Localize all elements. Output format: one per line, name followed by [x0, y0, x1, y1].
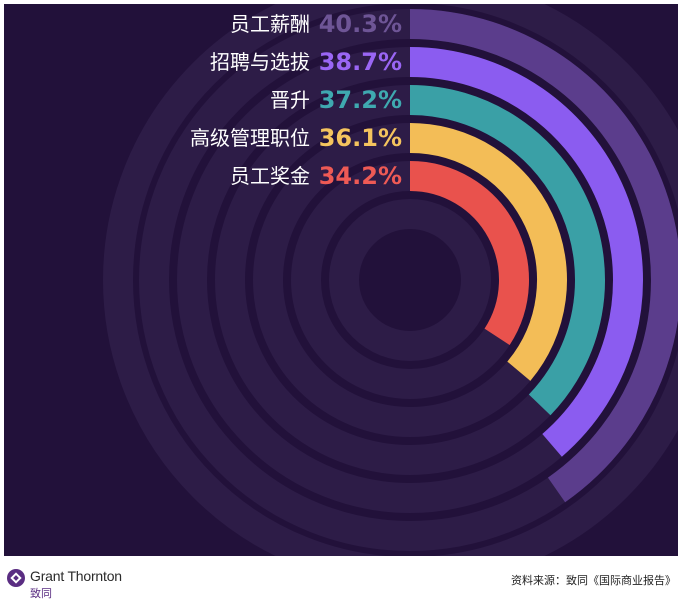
data-arcs — [409, 9, 678, 503]
value-labels: 40.3% 38.7% 37.2% 36.1% 34.2% — [319, 10, 402, 190]
value-label-4: 36.1% — [319, 124, 402, 152]
category-label-5: 员工奖金 — [230, 164, 310, 188]
logo-name: Grant Thornton — [30, 568, 122, 584]
category-label-2: 招聘与选拔 — [210, 50, 310, 74]
category-label-3: 晋升 — [270, 88, 310, 112]
arc-3 — [409, 85, 605, 416]
value-label-5: 34.2% — [319, 162, 402, 190]
logo-mark-icon — [7, 569, 25, 587]
source-note: 资料来源：致同《国际商业报告》 — [511, 574, 676, 587]
value-label-3: 37.2% — [319, 86, 402, 114]
grant-thornton-logo: Grant Thornton 致同 — [6, 566, 206, 600]
value-label-1: 40.3% — [319, 10, 402, 38]
arc-5 — [409, 161, 529, 346]
category-label-1: 员工薪酬 — [230, 12, 310, 36]
value-label-2: 38.7% — [319, 48, 402, 76]
category-label-4: 高级管理职位 — [190, 126, 310, 150]
track-ring — [329, 199, 491, 361]
arc-1 — [409, 9, 678, 503]
arc-4 — [409, 123, 567, 381]
track-ring — [103, 4, 678, 556]
chart-panel: 员工薪酬招聘与选拔晋升高级管理职位员工奖金 40.3% 38.7% 37.2% 36.… — [4, 4, 678, 556]
arc-2 — [409, 47, 643, 457]
logo-chinese-name: 致同 — [30, 587, 52, 600]
